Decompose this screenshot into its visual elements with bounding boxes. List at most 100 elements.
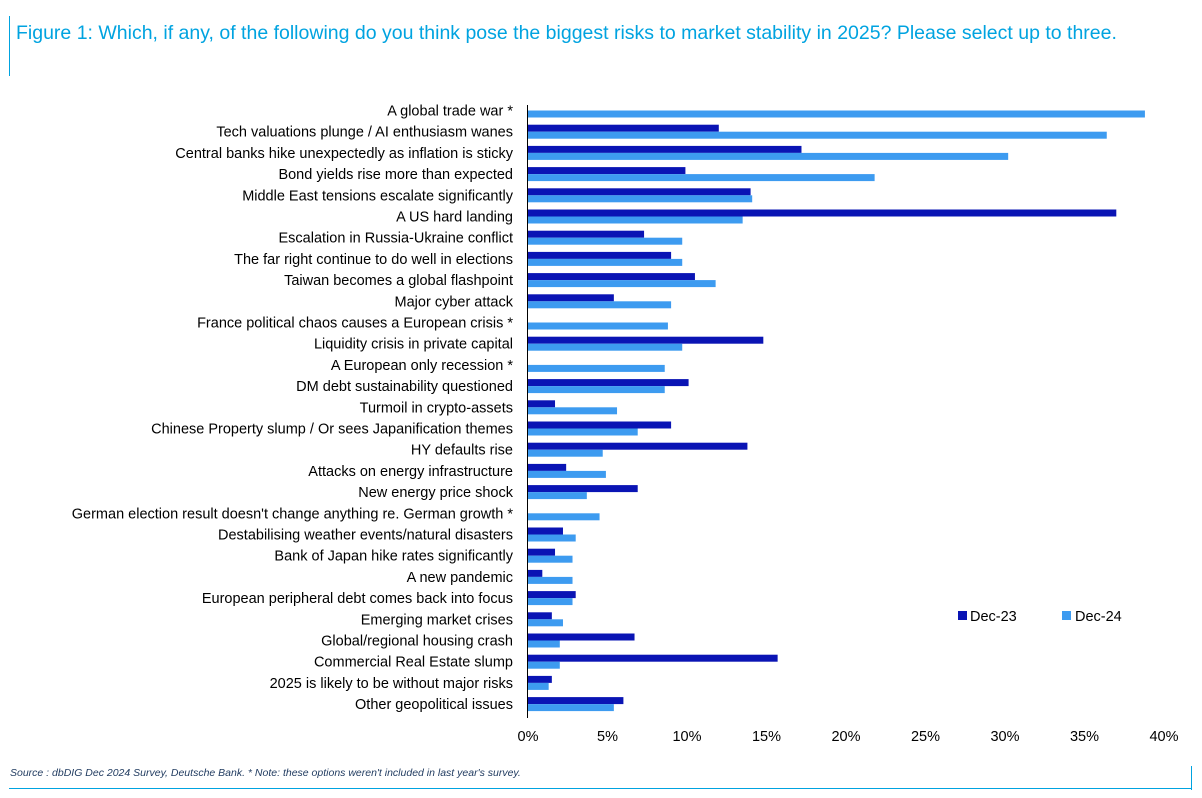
bar-dec24 (528, 195, 753, 203)
category-label: A US hard landing (396, 210, 513, 226)
category-label: HY defaults rise (411, 443, 513, 459)
category-label: France political chaos causes a European… (197, 316, 513, 332)
category-label: Commercial Real Estate slump (314, 655, 513, 671)
bar-dec24 (528, 661, 560, 669)
category-label: A global trade war * (387, 104, 513, 120)
bar-dec23 (528, 654, 778, 662)
bar-dec23 (528, 273, 695, 281)
category-label: Attacks on energy infrastructure (308, 464, 513, 480)
bar-dec24 (528, 364, 665, 372)
bar-dec24 (528, 682, 549, 690)
category-label: German election result doesn't change an… (72, 506, 514, 522)
bar-dec24 (528, 534, 576, 542)
category-label: Liquidity crisis in private capital (314, 337, 513, 353)
category-label: 2025 is likely to be without major risks (270, 676, 513, 692)
category-label: Destabilising weather events/natural dis… (218, 528, 513, 544)
bar-dec24 (528, 216, 743, 224)
bar-dec24 (528, 428, 638, 436)
bar-dec23 (528, 612, 552, 620)
bar-dec23 (528, 569, 543, 577)
bar-dec24 (528, 110, 1145, 118)
bar-dec24 (528, 322, 668, 330)
bar-dec24 (528, 576, 573, 584)
bar-dec23 (528, 421, 672, 429)
bar-dec24 (528, 449, 603, 457)
figure-title: Figure 1: Which, if any, of the followin… (16, 22, 1117, 44)
category-label: Bank of Japan hike rates significantly (274, 549, 513, 565)
legend: Dec-23 Dec-24 (958, 609, 1122, 625)
x-tick-label: 30% (990, 729, 1019, 745)
bar-dec23 (528, 209, 1117, 217)
x-tick-label: 25% (911, 729, 940, 745)
bar-dec24 (528, 598, 573, 606)
bar-dec23 (528, 633, 635, 641)
category-label: A European only recession * (331, 358, 514, 374)
bar-dec23 (528, 591, 576, 599)
bars (528, 110, 1145, 712)
bar-dec24 (528, 237, 683, 245)
bar-dec24 (528, 174, 875, 182)
x-tick-label: 20% (831, 729, 860, 745)
bar-dec23 (528, 251, 672, 259)
bar-dec24 (528, 301, 672, 309)
category-labels: A global trade war * Tech valuations plun… (72, 104, 514, 714)
legend-swatch-dec24 (1062, 611, 1071, 620)
category-label: Escalation in Russia-Ukraine conflict (278, 231, 513, 247)
bar-dec23 (528, 697, 624, 705)
frame-right-border (1191, 766, 1192, 790)
bar-dec24 (528, 386, 665, 394)
category-label: Tech valuations plunge / AI enthusiasm w… (216, 125, 513, 141)
bar-dec23 (528, 167, 686, 175)
bar-dec24 (528, 343, 683, 351)
bar-dec24 (528, 470, 606, 478)
bar-dec24 (528, 640, 560, 648)
x-tick-label: 10% (672, 729, 701, 745)
x-tick-label: 35% (1070, 729, 1099, 745)
bar-dec23 (528, 675, 552, 683)
legend-label-dec24: Dec-24 (1075, 609, 1122, 625)
bar-dec24 (528, 152, 1009, 160)
category-label: New energy price shock (358, 485, 513, 501)
x-tick-label: 5% (597, 729, 618, 745)
bar-dec24 (528, 492, 587, 500)
bar-dec23 (528, 145, 802, 153)
bar-dec24 (528, 513, 600, 521)
category-label: Emerging market crises (361, 612, 513, 628)
category-label: Taiwan becomes a global flashpoint (284, 273, 513, 289)
category-label: A new pandemic (407, 570, 513, 586)
bar-dec23 (528, 379, 689, 387)
category-label: Major cyber attack (395, 294, 514, 310)
category-label: The far right continue to do well in ele… (234, 252, 513, 268)
bar-dec23 (528, 548, 556, 556)
category-label: Global/regional housing crash (321, 634, 513, 650)
category-label: DM debt sustainability questioned (296, 379, 513, 395)
frame-bottom-border (9, 788, 1192, 789)
bar-dec24 (528, 555, 573, 563)
category-label: Bond yields rise more than expected (278, 167, 513, 183)
bar-dec24 (528, 619, 563, 627)
source-note: Source : dbDIG Dec 2024 Survey, Deutsche… (10, 767, 521, 779)
bar-dec23 (528, 230, 645, 238)
bar-dec23 (528, 336, 764, 344)
category-label: Chinese Property slump / Or sees Japanif… (151, 422, 513, 438)
bar-dec24 (528, 704, 614, 712)
title-frame-left-border (9, 16, 10, 76)
x-axis-ticks: 0% 5% 10% 15% 20% 25% 30% 35% 40% (518, 729, 1179, 745)
bar-dec23 (528, 188, 751, 196)
bar-dec24 (528, 131, 1107, 139)
bar-dec23 (528, 463, 567, 471)
category-label: Central banks hike unexpectedly as infla… (175, 146, 513, 162)
category-label: Middle East tensions escalate significan… (242, 188, 514, 204)
bar-dec23 (528, 294, 614, 302)
bar-dec24 (528, 258, 683, 266)
x-tick-label: 15% (752, 729, 781, 745)
bar-dec24 (528, 407, 618, 415)
legend-swatch-dec23 (958, 611, 967, 620)
category-label: Other geopolitical issues (355, 697, 513, 713)
bar-dec24 (528, 280, 716, 288)
bar-dec23 (528, 527, 563, 535)
bar-dec23 (528, 400, 556, 408)
bar-chart: A global trade war * Tech valuations plun… (72, 104, 1179, 746)
category-label: European peripheral debt comes back into… (202, 591, 513, 607)
bar-dec23 (528, 124, 719, 132)
